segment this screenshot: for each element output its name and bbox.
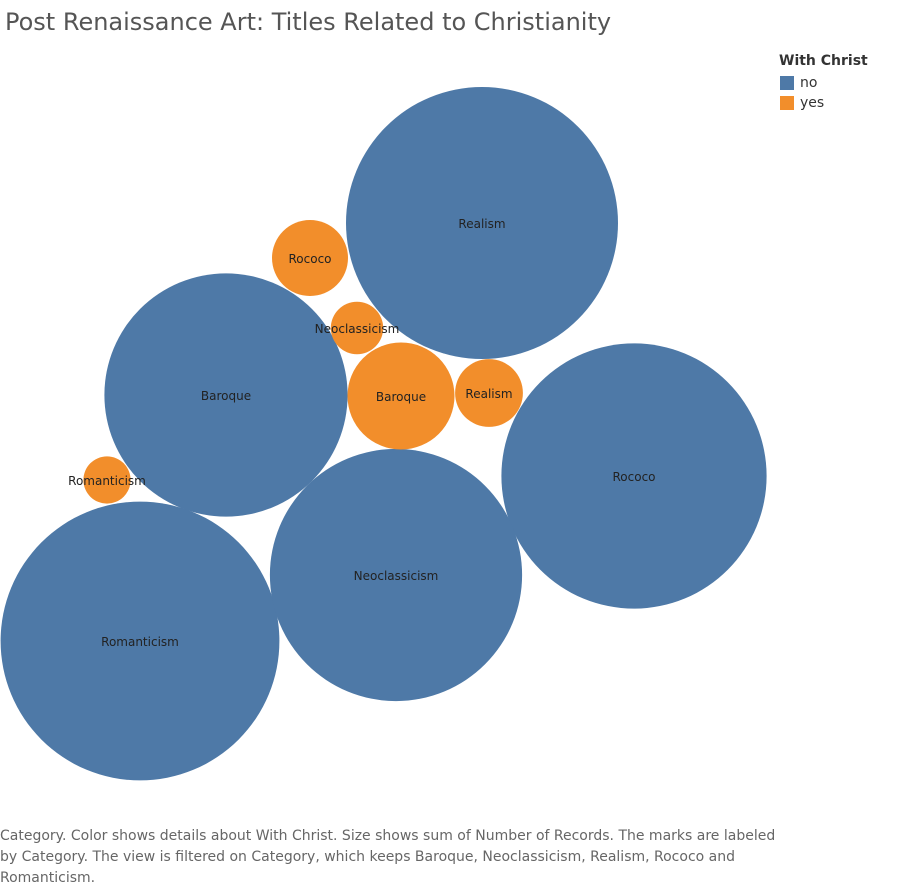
bubble-realism-no[interactable] — [346, 87, 618, 359]
bubble-label-baroque-yes: Baroque — [376, 390, 426, 404]
bubble-label-rococo-no: Rococo — [612, 470, 655, 484]
legend-item-yes[interactable]: yes — [779, 93, 909, 113]
bubble-label-neoclassicism-no: Neoclassicism — [354, 569, 439, 583]
legend-label-yes: yes — [800, 95, 825, 111]
bubble-label-realism-yes: Realism — [465, 387, 512, 401]
bubble-rococo-yes[interactable] — [272, 220, 348, 296]
legend-label-no: no — [800, 75, 818, 91]
chart-title: Post Renaissance Art: Titles Related to … — [5, 8, 612, 36]
legend: With Christ no yes — [779, 53, 909, 113]
bubble-baroque-no[interactable] — [104, 273, 348, 517]
bubble-label-neoclassicism-yes: Neoclassicism — [315, 322, 400, 336]
bubble-neoclassicism-no[interactable] — [269, 448, 523, 702]
legend-swatch-no — [780, 76, 794, 90]
bubble-realism-yes[interactable] — [455, 359, 523, 427]
bubble-baroque-yes[interactable] — [347, 342, 455, 450]
bubble-label-rococo-yes: Rococo — [288, 252, 331, 266]
bubble-rococo-no[interactable] — [501, 343, 767, 609]
legend-title: With Christ — [779, 53, 868, 69]
bubble-label-romanticism-yes: Romanticism — [68, 474, 146, 488]
bubble-label-romanticism-no: Romanticism — [101, 635, 179, 649]
legend-item-no[interactable]: no — [779, 73, 909, 93]
legend-swatch-yes — [780, 96, 794, 110]
chart-caption: Category. Color shows details about With… — [0, 828, 776, 886]
bubble-chart: Realism Rococo Romanticism Neoclassicism Bar… — [0, 87, 767, 781]
bubble-romanticism-yes[interactable] — [83, 456, 131, 504]
bubble-label-baroque-no: Baroque — [201, 389, 251, 403]
bubble-label-realism-no: Realism — [458, 217, 505, 231]
bubble-romanticism-no[interactable] — [0, 501, 280, 781]
bubble-neoclassicism-yes[interactable] — [330, 301, 384, 355]
